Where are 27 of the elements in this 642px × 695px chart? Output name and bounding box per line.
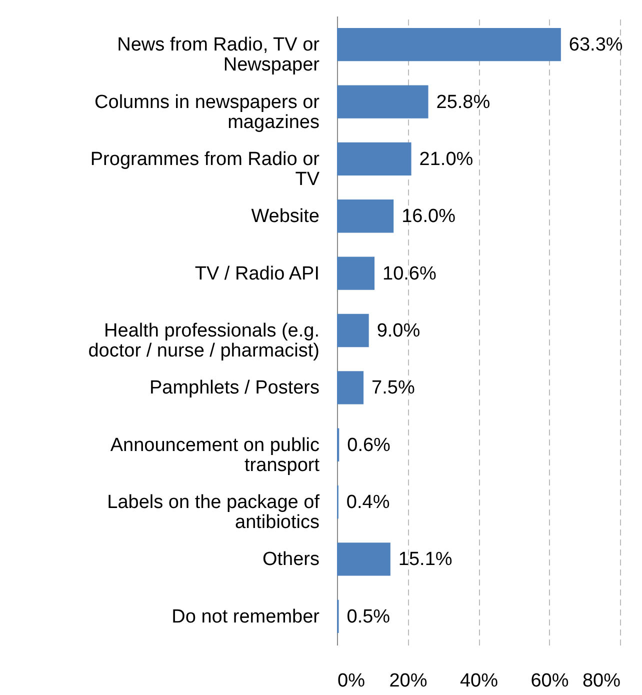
data-label: 63.3% xyxy=(568,34,623,56)
data-label: 16.0% xyxy=(402,206,456,228)
data-label: 21.0% xyxy=(419,148,474,170)
x-tick-label: 0% xyxy=(338,670,366,692)
y-tick-label: News from Radio, TV or Newspaper xyxy=(117,34,320,76)
y-tick-label: Others xyxy=(262,549,320,570)
data-label: 10.6% xyxy=(382,263,436,284)
y-tick-label: Health professionals (e.g. doctor / nurse / pharmacist) xyxy=(88,320,320,362)
data-label: 0.6% xyxy=(347,434,391,456)
data-label: 25.8% xyxy=(436,92,490,113)
y-tick-label: Announcement on public transport xyxy=(110,434,320,476)
data-label: 0.4% xyxy=(346,492,390,514)
y-tick-label: Website xyxy=(251,206,320,228)
data-label: 15.1% xyxy=(398,549,452,570)
x-tick-label: 20% xyxy=(389,670,428,692)
x-tick-label: 80% xyxy=(582,670,621,692)
data-label: 7.5% xyxy=(372,378,415,399)
y-tick-label: Columns in newspapers or magazines xyxy=(94,92,320,133)
x-tick-label: 40% xyxy=(460,670,498,692)
y-tick-label: TV / Radio API xyxy=(194,263,320,284)
x-tick-label: 60% xyxy=(530,670,569,692)
y-tick-label: Pamphlets / Posters xyxy=(149,378,320,399)
y-tick-label: Do not remember xyxy=(172,606,320,628)
y-tick-label: Labels on the package of antibiotics xyxy=(107,492,320,534)
data-label: 0.5% xyxy=(346,606,390,628)
data-label: 9.0% xyxy=(376,320,420,342)
y-tick-label: Programmes from Radio or TV xyxy=(90,148,320,190)
